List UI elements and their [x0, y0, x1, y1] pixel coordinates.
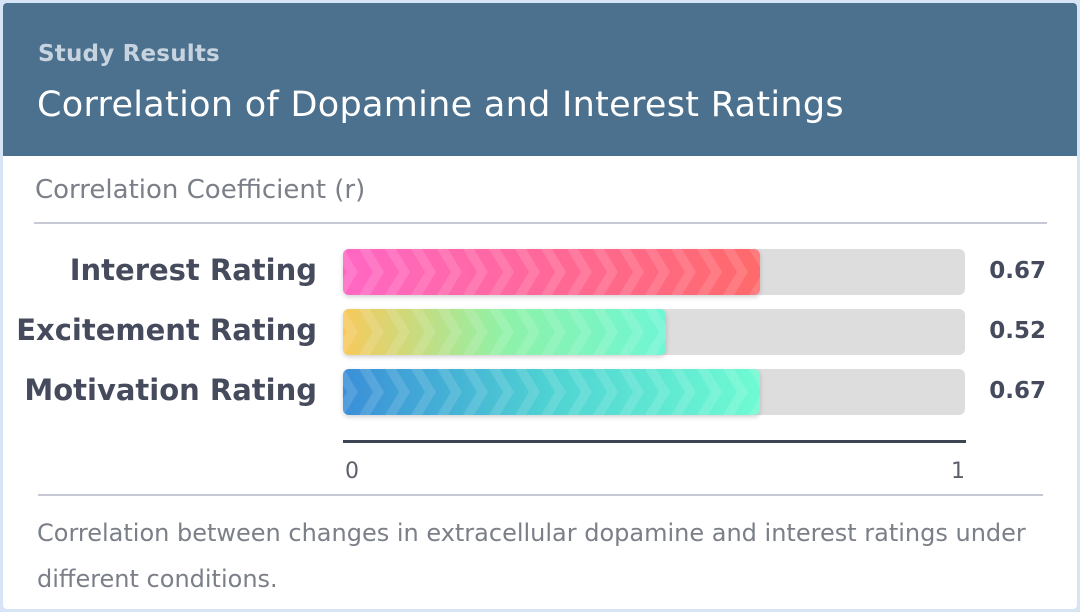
chevron-pattern [343, 369, 760, 415]
card-header: Study Results Correlation of Dopamine an… [3, 3, 1077, 156]
metric-label: Correlation Coefficient (r) [35, 175, 366, 205]
x-tick-label: 1 [951, 459, 965, 484]
bar [343, 249, 760, 295]
x-axis-line [343, 440, 966, 443]
top-divider [34, 222, 1047, 224]
chevron-pattern [343, 309, 666, 355]
chart-caption: Correlation between changes in extracell… [37, 519, 1026, 593]
category-label: Excitement Rating [16, 313, 317, 347]
value-label: 0.67 [989, 258, 1046, 284]
bar [343, 309, 666, 355]
category-label: Motivation Rating [24, 373, 317, 407]
results-card: Study Results Correlation of Dopamine an… [3, 3, 1077, 609]
category-label: Interest Rating [69, 253, 317, 287]
chevron-pattern [343, 249, 760, 295]
value-label: 0.52 [989, 318, 1046, 344]
chart-title: Correlation of Dopamine and Interest Rat… [37, 85, 844, 125]
bar [343, 369, 760, 415]
x-tick-label: 0 [345, 459, 359, 484]
bottom-divider [38, 494, 1043, 496]
value-label: 0.67 [989, 378, 1046, 404]
header-kicker: Study Results [38, 41, 220, 67]
